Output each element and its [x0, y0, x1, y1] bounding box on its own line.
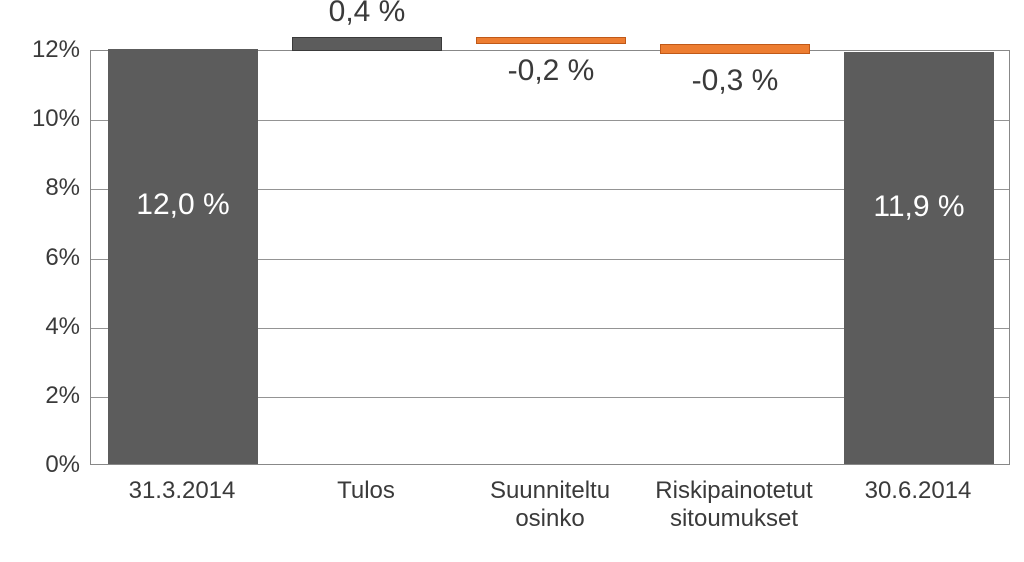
y-tick-label: 4%: [0, 313, 80, 341]
bar-full: [108, 49, 259, 464]
bar-value: -0,2 %: [449, 54, 653, 88]
y-tick-label: 12%: [0, 36, 80, 64]
bar-value: 0,4 %: [265, 0, 469, 29]
y-tick-label: 2%: [0, 382, 80, 410]
x-tick-label: Tulos: [270, 477, 462, 505]
x-tick-label: 31.3.2014: [86, 477, 278, 505]
y-tick-label: 6%: [0, 244, 80, 272]
bar-value: 11,9 %: [844, 190, 995, 224]
waterfall-segment: [476, 37, 627, 44]
waterfall-segment: [660, 44, 811, 54]
x-tick-label: Suunniteltu osinko: [454, 477, 646, 533]
x-tick-label: 30.6.2014: [822, 477, 1014, 505]
y-tick-label: 8%: [0, 174, 80, 202]
y-tick-label: 0%: [0, 451, 80, 479]
bar-value: -0,3 %: [633, 64, 837, 98]
bar-full: [844, 52, 995, 464]
y-tick-label: 10%: [0, 105, 80, 133]
bar-value: 12,0 %: [108, 188, 259, 222]
waterfall-segment: [292, 37, 443, 51]
plot-area: 12,0 %0,4 %-0,2 %-0,3 %11,9 %: [90, 50, 1010, 465]
waterfall-chart: 12,0 % 0,4 % -0,2 %-0,3 % 11,9 % 0% 2% 4% 6% 8%…: [0, 0, 1024, 562]
x-tick-label: Riskipainotetut sitoumukset: [638, 477, 830, 533]
